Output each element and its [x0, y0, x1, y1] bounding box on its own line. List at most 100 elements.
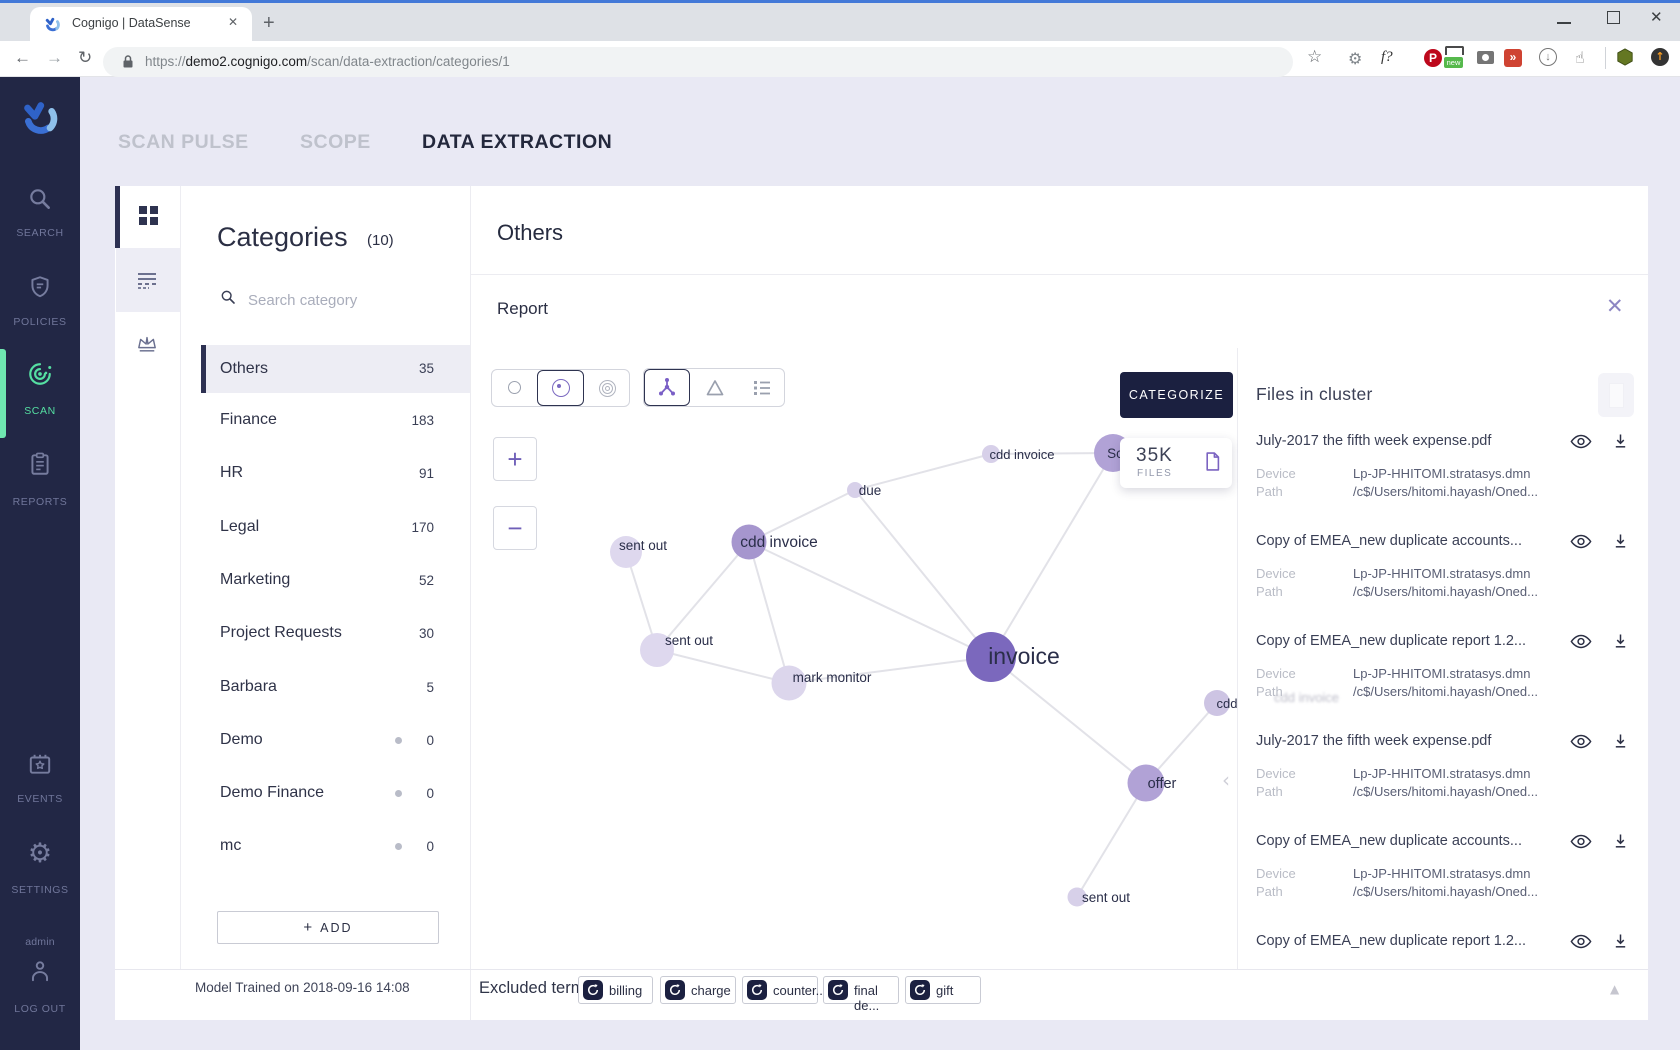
list-view-icon[interactable]	[137, 271, 157, 289]
files-count-value: 35K	[1136, 445, 1173, 466]
download-icon[interactable]	[1613, 933, 1628, 954]
back-icon[interactable]: ←	[14, 48, 31, 67]
extension-cube-icon[interactable]	[1616, 48, 1634, 66]
window-minimize-button[interactable]	[1557, 22, 1571, 24]
extension-f-icon[interactable]: f?	[1381, 49, 1393, 65]
window-maximize-button[interactable]	[1607, 11, 1620, 24]
graph-node-cdd-invoice-1[interactable]	[731, 524, 767, 560]
device-value: Lp-JP-HHITOMI.stratasys.dmn	[1353, 666, 1531, 681]
file-name: Copy of EMEA_new duplicate report 1.2...	[1256, 633, 1527, 649]
node-size-small-button[interactable]	[508, 381, 521, 394]
category-row-marketing[interactable]: Marketing	[220, 571, 291, 588]
download-icon[interactable]	[1613, 833, 1628, 854]
node-size-medium-button[interactable]	[552, 379, 570, 397]
graph-node-mark-monitor[interactable]	[771, 665, 807, 701]
download-icon[interactable]	[1613, 433, 1628, 454]
download-icon[interactable]	[1613, 533, 1628, 554]
category-row-mc[interactable]: mc	[220, 837, 242, 854]
graph-node-sent-out-2[interactable]	[640, 633, 674, 667]
new-tab-button[interactable]: +	[263, 12, 275, 34]
cognigo-favicon	[45, 17, 60, 32]
category-row-barbara[interactable]: Barbara	[220, 678, 277, 695]
zoom-in-button[interactable]: +	[493, 437, 537, 481]
graph-node-cdd-invoice-3[interactable]	[1204, 690, 1230, 716]
tab-scan-pulse[interactable]: SCAN PULSE	[118, 131, 249, 153]
graph-node-sent-out-3[interactable]	[1067, 887, 1087, 907]
category-row-demo[interactable]: Demo	[220, 731, 263, 748]
extension-camera-icon[interactable]	[1477, 51, 1494, 64]
node-size-selected-cell[interactable]	[537, 370, 584, 406]
eye-icon[interactable]	[1570, 434, 1592, 454]
excluded-terms-label: Excluded terms	[479, 979, 593, 997]
graph-node-invoice[interactable]	[966, 632, 1016, 682]
grid-view-icon[interactable]	[139, 206, 158, 225]
model-trained-label: Model Trained on 2018-09-16 14:08	[195, 980, 410, 995]
category-row-legal[interactable]: Legal	[220, 518, 260, 535]
forward-icon[interactable]: →	[46, 48, 63, 67]
extension-updater-icon[interactable]: ↑	[1651, 48, 1669, 66]
restore-term-icon[interactable]	[747, 980, 767, 1000]
search-category-input[interactable]	[246, 287, 440, 313]
view-rail-cell-list[interactable]	[116, 248, 180, 312]
download-icon[interactable]	[1613, 733, 1628, 754]
sidebar-admin-label: admin	[25, 936, 55, 948]
graph-edge-cdd-invoice-1-sent-out-2	[656, 541, 750, 651]
graph-label-cdd-invoice-3: cdd	[1217, 696, 1237, 711]
graph-node-sent-out-1[interactable]	[610, 536, 642, 568]
graph-node-cdd-invoice-2[interactable]	[982, 445, 1000, 463]
add-category-button[interactable]: + ADD	[217, 911, 439, 944]
node-size-large-button[interactable]	[599, 380, 616, 397]
category-row-project-requests[interactable]: Project Requests	[220, 624, 342, 641]
eye-icon[interactable]	[1570, 834, 1592, 854]
restore-term-icon[interactable]	[665, 980, 685, 1000]
excluded-term-chip-gift[interactable]: gift	[905, 976, 981, 1004]
extension-gear-icon[interactable]: ⚙	[1348, 49, 1363, 68]
triangle-layout-icon[interactable]	[703, 376, 727, 400]
restore-term-icon[interactable]	[828, 980, 848, 1000]
download-icon[interactable]	[1613, 633, 1628, 654]
extension-scanner-icon[interactable]	[1445, 46, 1464, 55]
file-row: Copy of EMEA_new duplicate report 1.2...…	[1238, 633, 1648, 728]
copy-icon[interactable]	[1204, 451, 1220, 472]
restore-term-icon[interactable]	[583, 980, 603, 1000]
sidebar-active-indicator	[0, 349, 6, 438]
graph-node-due[interactable]	[847, 482, 863, 498]
collapse-bar-icon[interactable]: ▲	[1610, 982, 1620, 996]
extension-fastforward-icon[interactable]: »	[1504, 49, 1522, 67]
excluded-term-text: billing	[609, 983, 643, 998]
eye-icon[interactable]	[1570, 734, 1592, 754]
extension-hand-icon[interactable]: ☝	[1575, 48, 1585, 67]
graph-label-invoice: invoice	[988, 643, 1060, 669]
excluded-term-chip-final[interactable]: final de...	[823, 976, 899, 1013]
bookmark-star-icon[interactable]: ☆	[1307, 47, 1323, 67]
category-row-others[interactable]: Others	[220, 360, 269, 377]
tab-data-extraction[interactable]: DATA EXTRACTION	[422, 131, 613, 153]
category-row-hr[interactable]: HR	[220, 464, 244, 481]
close-icon[interactable]: ✕	[1606, 294, 1624, 318]
tab-close-icon[interactable]: ✕	[228, 15, 239, 29]
browser-tab[interactable]	[30, 7, 252, 41]
address-bar[interactable]	[103, 47, 1293, 77]
graph-node-offer[interactable]	[1127, 764, 1165, 802]
categories-title: Categories	[217, 222, 348, 252]
excluded-term-chip-billing[interactable]: billing	[578, 976, 653, 1004]
refresh-icon[interactable]: ↻	[78, 48, 93, 68]
extension-pinterest-icon[interactable]: P	[1424, 49, 1442, 67]
eye-icon[interactable]	[1570, 934, 1592, 954]
excluded-term-chip-counter[interactable]: counter..	[742, 976, 823, 1004]
network-layout-icon[interactable]	[655, 376, 679, 400]
extension-download-icon[interactable]: ↓	[1539, 48, 1557, 66]
zoom-out-button[interactable]: −	[493, 506, 537, 550]
categorize-button[interactable]: CATEGORIZE	[1120, 372, 1233, 418]
restore-term-icon[interactable]	[910, 980, 930, 1000]
eye-icon[interactable]	[1570, 534, 1592, 554]
window-close-button[interactable]: ✕	[1650, 8, 1663, 26]
list-layout-icon[interactable]	[750, 376, 774, 400]
tab-scope[interactable]: SCOPE	[300, 131, 371, 153]
crown-icon[interactable]	[136, 334, 158, 354]
category-row-demo-finance[interactable]: Demo Finance	[220, 784, 325, 801]
category-row-finance[interactable]: Finance	[220, 411, 277, 428]
excluded-term-chip-charge[interactable]: charge	[660, 976, 736, 1004]
eye-icon[interactable]	[1570, 634, 1592, 654]
panel-collapse-chevron[interactable]: ‹	[1222, 768, 1230, 792]
